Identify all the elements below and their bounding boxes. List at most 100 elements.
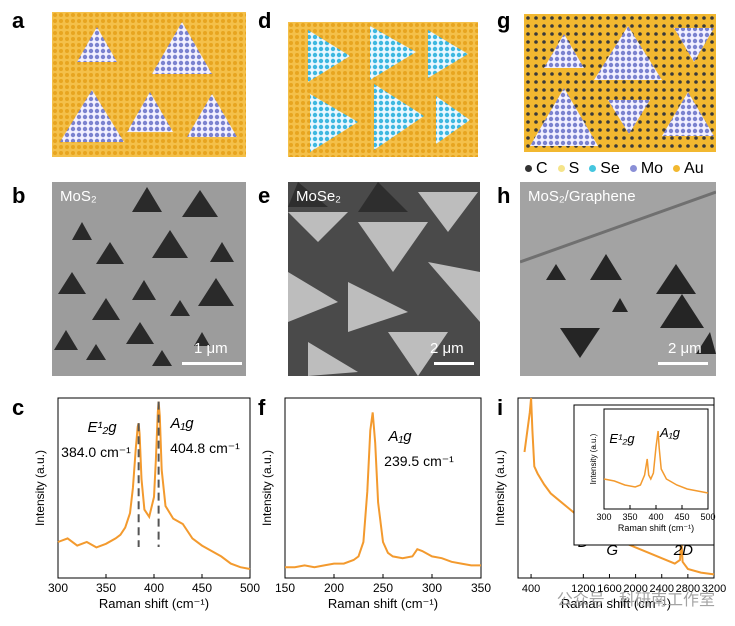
peak-value-a1g: 404.8 cm⁻¹: [170, 440, 240, 456]
peak-value-e2g: 384.0 cm⁻¹: [61, 444, 131, 460]
legend-label: C: [536, 160, 548, 177]
schematic-d-svg: [288, 22, 478, 157]
sem-label: MoS₂: [60, 188, 97, 205]
sem-e-svg: [288, 182, 480, 376]
raman-chart-mose2: 150 200 250 300 350 Raman shift (cm⁻¹) Intensi…: [260, 397, 491, 611]
sem-flake: [54, 330, 78, 350]
mos2-flake: [594, 26, 662, 80]
sem-flake: [132, 187, 162, 212]
sem-flake: [86, 344, 106, 360]
sem-b-svg: [54, 187, 234, 366]
x-tick-label: 500: [240, 581, 260, 595]
peak-name-g: G: [606, 542, 618, 559]
x-tick-label: 250: [373, 581, 393, 595]
x-tick-label: 500: [700, 512, 715, 522]
mose2-flake: [374, 84, 424, 150]
legend-label: S: [568, 160, 580, 177]
legend-item-se: Se: [589, 160, 620, 178]
panel-label-e: e: [258, 183, 271, 208]
scale-bar-label: 1 μm: [194, 340, 228, 357]
legend-label: Se: [600, 160, 620, 177]
sem-flake: [656, 264, 696, 294]
sem-image-mose2: MoSe₂ 2 μm: [288, 182, 480, 376]
scale-bar-label: 2 μm: [668, 340, 702, 357]
sem-flake: [696, 332, 716, 354]
mos2-flake: [530, 88, 598, 146]
watermark: 公众号 · 科研南工作室: [556, 592, 715, 609]
x-tick-label: 400: [522, 583, 540, 595]
sem-image-mos2: MoS₂ 1 μm: [52, 182, 246, 376]
x-axis-label: Raman shift (cm⁻¹): [561, 596, 671, 611]
peak-name-a1g: A₁g: [387, 428, 412, 445]
legend-label: Au: [684, 160, 704, 177]
sem-flake: [388, 332, 448, 376]
x-tick-label: 350: [471, 581, 491, 595]
mose2-flake: [428, 30, 468, 78]
sem-flake: [170, 300, 190, 316]
mos2-flake: [674, 28, 714, 62]
sem-flake: [288, 182, 328, 207]
x-tick-label: 200: [324, 581, 344, 595]
panel-label-h: h: [497, 183, 511, 208]
legend-label: Mo: [640, 160, 664, 177]
raman-chart-mos2-graphene: 400 1200 1600 2000 2400 2800 3200 Raman shift (…: [493, 397, 726, 611]
x-tick-label: 1200: [571, 583, 595, 595]
panel-label-i: i: [497, 395, 504, 420]
schematic-mos2-on-au: [52, 12, 246, 157]
x-tick-label: 2000: [623, 583, 647, 595]
x-axis-label: Raman shift (cm⁻¹): [328, 596, 438, 611]
x-tick-label: 150: [275, 581, 295, 595]
schematic-mos2-graphene-au: [524, 14, 716, 152]
legend-item-c: C: [525, 160, 548, 178]
sem-flake: [546, 264, 566, 280]
x-tick-label: 2800: [676, 583, 700, 595]
graphene-wrinkle: [520, 190, 716, 264]
x-tick-label: 350: [96, 581, 116, 595]
mose2-flake: [370, 26, 416, 80]
legend-dot: [589, 165, 597, 173]
panel-label-a: a: [12, 8, 25, 33]
legend-dot: [673, 165, 681, 173]
scale-bar: [182, 362, 242, 365]
y-axis-label: Intensity (a.u.): [33, 450, 47, 526]
mos2-flake: [662, 92, 714, 136]
spectrum-line: [57, 401, 251, 570]
sem-flake: [58, 272, 86, 294]
schematic-a-svg: [52, 12, 246, 157]
x-tick-label: 450: [674, 512, 689, 522]
x-axis-label: Raman shift (cm⁻¹): [618, 523, 694, 533]
mose2-flake: [308, 30, 350, 82]
sem-label: MoS₂/Graphene: [528, 188, 636, 205]
x-tick-label: 400: [144, 581, 164, 595]
peak-value-a1g: 239.5 cm⁻¹: [384, 453, 454, 469]
sem-flake: [152, 350, 172, 366]
scale-bar-label: 2 μm: [430, 340, 464, 357]
mos2-flake: [60, 90, 124, 142]
peak-name-a1g: A₁g: [169, 415, 194, 432]
x-tick-label: 300: [422, 581, 442, 595]
sem-flake: [348, 282, 408, 332]
sem-flake: [92, 298, 120, 320]
panel-label-g: g: [497, 8, 511, 33]
inset-peak-a1g: A₁g: [659, 425, 681, 440]
x-tick-label: 2400: [649, 583, 673, 595]
sem-flake: [132, 280, 156, 300]
sem-flake: [288, 272, 338, 322]
sem-flake: [198, 278, 234, 306]
plot-frame: [284, 397, 482, 579]
mos2-flake: [187, 94, 237, 137]
mos2-flake: [152, 22, 212, 74]
panel-label-d: d: [258, 8, 272, 33]
sem-flake: [358, 222, 428, 272]
panel-label-f: f: [258, 395, 266, 420]
inset-peak-e2g: E¹₂g: [609, 431, 635, 446]
sem-flake: [308, 342, 358, 376]
legend-dot: [629, 165, 637, 173]
sem-h-svg: [520, 190, 716, 358]
sem-flake: [428, 262, 480, 322]
sem-flake: [152, 230, 188, 258]
legend-item-mo: Mo: [629, 160, 664, 178]
sem-flake: [612, 298, 628, 312]
y-axis-label: Intensity (a.u.): [260, 450, 274, 526]
schematic-mose2-on-au: [288, 22, 478, 157]
